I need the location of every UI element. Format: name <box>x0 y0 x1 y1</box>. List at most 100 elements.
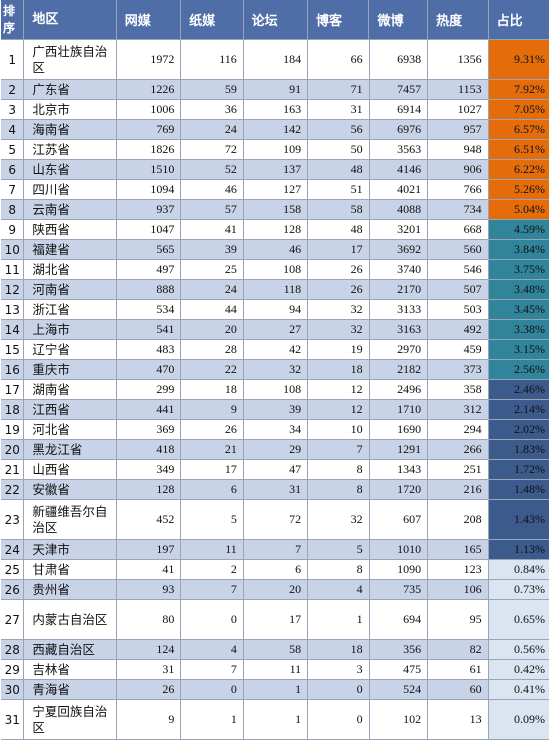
cell-rank: 28 <box>1 640 25 659</box>
cell-web-media: 1510 <box>117 160 182 179</box>
cell-forum: 47 <box>244 460 309 479</box>
cell-rank: 9 <box>1 220 25 239</box>
cell-rank: 11 <box>1 260 25 279</box>
cell-blog: 0 <box>308 680 370 699</box>
cell-heat: 906 <box>428 160 489 179</box>
cell-rank: 6 <box>1 160 25 179</box>
cell-share: 4.59% <box>488 220 549 239</box>
cell-forum: 91 <box>244 80 309 99</box>
cell-heat: 503 <box>428 300 489 319</box>
table-row: 22 安徽省 128 6 31 8 1720 216 1.48% <box>1 480 549 500</box>
cell-heat: 766 <box>428 180 489 199</box>
cell-print-media: 36 <box>181 100 244 119</box>
cell-web-media: 1972 <box>117 40 182 79</box>
cell-print-media: 52 <box>181 160 244 179</box>
cell-blog: 8 <box>308 480 370 499</box>
cell-heat: 95 <box>428 600 489 639</box>
cell-heat: 948 <box>428 140 489 159</box>
cell-rank: 12 <box>1 280 25 299</box>
cell-rank: 16 <box>1 360 25 379</box>
cell-forum: 58 <box>244 640 309 659</box>
table-row: 6 山东省 1510 52 137 48 4146 906 6.22% <box>1 160 549 180</box>
cell-blog: 58 <box>308 200 370 219</box>
header-blog: 博客 <box>308 0 370 39</box>
cell-web-media: 565 <box>117 240 182 259</box>
cell-rank: 15 <box>1 340 25 359</box>
cell-web-media: 470 <box>117 360 182 379</box>
table-row: 15 辽宁省 483 28 42 19 2970 459 3.15% <box>1 340 549 360</box>
cell-share: 0.84% <box>488 560 549 579</box>
cell-heat: 734 <box>428 200 489 219</box>
cell-forum: 1 <box>244 700 309 739</box>
cell-region: 四川省 <box>24 180 118 199</box>
cell-region: 黑龙江省 <box>24 440 118 459</box>
cell-blog: 7 <box>308 440 370 459</box>
cell-region: 浙江省 <box>24 300 118 319</box>
cell-forum: 118 <box>244 280 309 299</box>
cell-rank: 10 <box>1 240 25 259</box>
cell-heat: 492 <box>428 320 489 339</box>
cell-share: 3.38% <box>488 320 549 339</box>
cell-print-media: 39 <box>181 240 244 259</box>
table-row: 18 江西省 441 9 39 12 1710 312 2.14% <box>1 400 549 420</box>
cell-rank: 21 <box>1 460 25 479</box>
cell-print-media: 41 <box>181 220 244 239</box>
cell-weibo: 3563 <box>370 140 429 159</box>
cell-web-media: 1047 <box>117 220 182 239</box>
cell-web-media: 1226 <box>117 80 182 99</box>
cell-blog: 18 <box>308 640 370 659</box>
cell-print-media: 22 <box>181 360 244 379</box>
cell-web-media: 1094 <box>117 180 182 199</box>
cell-rank: 7 <box>1 180 25 199</box>
cell-region: 广西壮族自治区 <box>24 40 118 79</box>
table-row: 13 浙江省 534 44 94 32 3133 503 3.45% <box>1 300 549 320</box>
cell-share: 1.48% <box>488 480 549 499</box>
cell-web-media: 93 <box>117 580 182 599</box>
cell-print-media: 20 <box>181 320 244 339</box>
table-row: 24 天津市 197 11 7 5 1010 165 1.13% <box>1 540 549 560</box>
cell-web-media: 483 <box>117 340 182 359</box>
cell-blog: 48 <box>308 160 370 179</box>
cell-weibo: 1690 <box>370 420 429 439</box>
cell-heat: 1027 <box>428 100 489 119</box>
cell-weibo: 1343 <box>370 460 429 479</box>
cell-region: 陕西省 <box>24 220 118 239</box>
cell-web-media: 1006 <box>117 100 182 119</box>
cell-web-media: 1826 <box>117 140 182 159</box>
cell-forum: 163 <box>244 100 309 119</box>
cell-weibo: 475 <box>370 660 429 679</box>
cell-weibo: 607 <box>370 500 429 539</box>
table-row: 14 上海市 541 20 27 32 3163 492 3.38% <box>1 320 549 340</box>
cell-rank: 17 <box>1 380 25 399</box>
cell-web-media: 534 <box>117 300 182 319</box>
cell-blog: 32 <box>308 320 370 339</box>
cell-rank: 24 <box>1 540 25 559</box>
cell-forum: 46 <box>244 240 309 259</box>
cell-region: 内蒙古自治区 <box>24 600 118 639</box>
cell-print-media: 6 <box>181 480 244 499</box>
cell-forum: 127 <box>244 180 309 199</box>
cell-blog: 32 <box>308 300 370 319</box>
cell-region: 新疆维吾尔自治区 <box>24 500 118 539</box>
cell-print-media: 25 <box>181 260 244 279</box>
cell-region: 山东省 <box>24 160 118 179</box>
table-row: 5 江苏省 1826 72 109 50 3563 948 6.51% <box>1 140 549 160</box>
cell-weibo: 6938 <box>370 40 429 79</box>
cell-print-media: 4 <box>181 640 244 659</box>
cell-weibo: 2970 <box>370 340 429 359</box>
table-row: 17 湖南省 299 18 108 12 2496 358 2.46% <box>1 380 549 400</box>
cell-rank: 26 <box>1 580 25 599</box>
cell-heat: 312 <box>428 400 489 419</box>
cell-share: 1.43% <box>488 500 549 539</box>
cell-forum: 94 <box>244 300 309 319</box>
cell-web-media: 31 <box>117 660 182 679</box>
cell-weibo: 735 <box>370 580 429 599</box>
cell-weibo: 3740 <box>370 260 429 279</box>
cell-share: 0.09% <box>488 700 549 739</box>
cell-region: 安徽省 <box>24 480 118 499</box>
cell-rank: 4 <box>1 120 25 139</box>
cell-region: 甘肃省 <box>24 560 118 579</box>
cell-blog: 4 <box>308 580 370 599</box>
cell-forum: 142 <box>244 120 309 139</box>
